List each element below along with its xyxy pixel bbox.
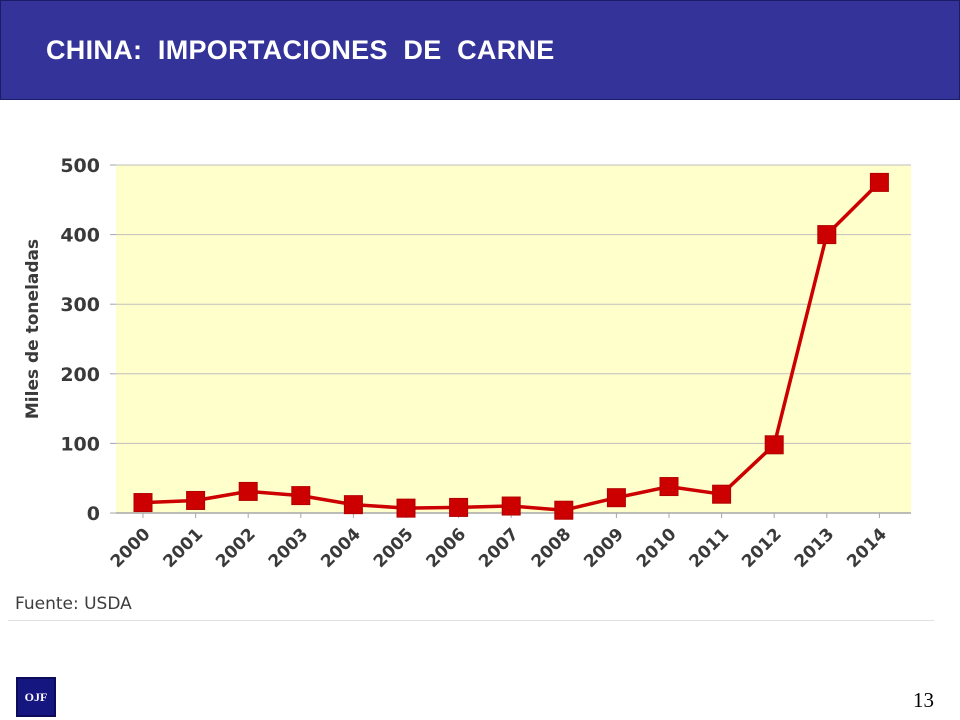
x-tick-label: 2012: [738, 524, 786, 572]
data-point-marker: [133, 493, 153, 513]
data-point-marker: [869, 172, 889, 192]
data-point-marker: [659, 477, 679, 497]
x-tick-label: 2014: [843, 524, 891, 572]
x-tick-label: 2002: [212, 524, 260, 572]
x-tick-label: 2003: [265, 524, 313, 572]
x-tick-label: 2008: [528, 524, 576, 572]
data-point-marker: [449, 497, 469, 517]
data-point-marker: [764, 435, 784, 455]
x-tick-label: 2013: [791, 524, 839, 572]
data-point-marker: [712, 484, 732, 504]
data-point-marker: [396, 498, 416, 518]
y-tick-label: 100: [60, 433, 100, 455]
y-tick-label: 400: [60, 225, 100, 247]
data-point-marker: [291, 486, 311, 506]
y-axis-label: Miles de toneladas: [23, 239, 43, 419]
y-tick-label: 0: [87, 503, 100, 525]
chart-container: 0 100 200 300 400 500 2000 2001 2002 2003 2004 200…: [8, 142, 934, 622]
x-tick-label: 2011: [686, 524, 734, 572]
y-tick-label: 500: [60, 155, 100, 177]
data-point-marker: [554, 500, 574, 520]
data-point-marker: [238, 481, 258, 501]
x-tick-label: 2006: [423, 524, 471, 572]
source-note: Fuente: USDA: [15, 594, 132, 614]
x-tick-label: 2010: [633, 524, 681, 572]
data-point-marker: [186, 490, 206, 510]
x-tick-label: 2005: [370, 524, 418, 572]
divider: [8, 620, 934, 621]
x-tick-label: 2000: [107, 524, 155, 572]
y-tick-label: 200: [60, 364, 100, 386]
x-tick-label: 2009: [580, 524, 628, 572]
x-tick-label: 2007: [475, 524, 523, 572]
data-point-marker: [343, 495, 363, 515]
data-point-marker: [501, 496, 521, 516]
plot-area: [116, 165, 911, 513]
x-tick-label: 2004: [317, 524, 365, 572]
slide-title: CHINA: IMPORTACIONES DE CARNE: [46, 35, 555, 65]
title-bar: CHINA: IMPORTACIONES DE CARNE: [0, 0, 960, 100]
data-point-marker: [606, 488, 626, 508]
page-number: 13: [913, 688, 934, 712]
x-tick-label: 2001: [160, 524, 208, 572]
data-point-marker: [817, 225, 837, 245]
y-tick-label: 300: [60, 294, 100, 316]
ojf-logo: OJF: [16, 677, 56, 717]
